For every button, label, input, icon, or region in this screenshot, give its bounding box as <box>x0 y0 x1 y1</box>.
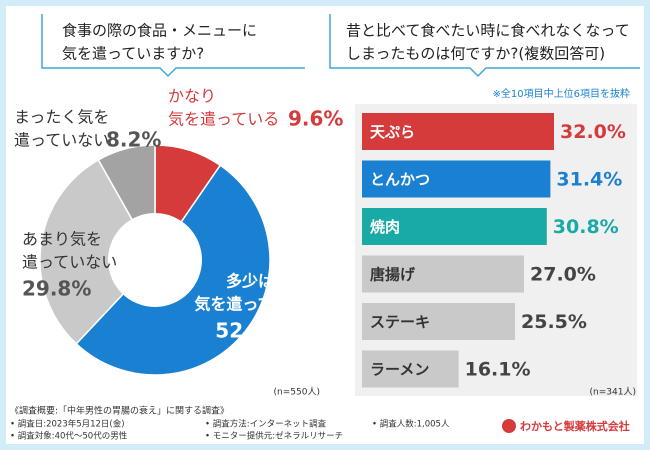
title-box <box>329 14 640 78</box>
bar <box>362 350 459 388</box>
logo: わかもと製薬株式会社 <box>520 419 630 433</box>
bar <box>362 208 547 245</box>
chart-title: しまったものは何ですか?(複数回答可) <box>346 45 605 63</box>
bar-label: ラーメン <box>370 361 429 379</box>
value-label: 16.1% <box>465 359 531 381</box>
chart-title: 気を遣っていますか? <box>62 45 204 63</box>
bar-label: 天ぷら <box>370 123 415 141</box>
sample-note: (n=550人) <box>274 387 320 398</box>
value-label: 32.0% <box>560 121 626 143</box>
pie-slice <box>39 158 156 345</box>
sample-note: (n=341人) <box>590 387 636 398</box>
subtitle: ※全10項目中上位6項目を抜粋 <box>493 87 630 100</box>
slice-label: 気を遣っている <box>168 110 279 129</box>
slice-label: 多少は <box>226 272 274 291</box>
logo-mark <box>502 419 516 433</box>
slice-label: 気を遣っている <box>194 295 305 314</box>
slice-label: かなり <box>168 87 216 106</box>
bar <box>362 113 554 150</box>
bar <box>362 303 515 340</box>
bar-panel <box>355 104 637 396</box>
value-label: 27.0% <box>530 264 596 286</box>
title-box <box>41 14 305 78</box>
slice-label: 遣っていない <box>14 131 109 150</box>
footer-item: • 調査方法:インターネット調査 <box>205 419 327 430</box>
slice-label: まったく気を <box>14 108 109 127</box>
slice-label: 遣っていない <box>22 253 117 272</box>
value-label: 30.8% <box>553 216 619 238</box>
donut-hole <box>108 213 202 307</box>
value-label: 8.2% <box>106 128 161 152</box>
bar-label: 唐揚げ <box>370 266 416 284</box>
value-label: 9.6% <box>288 107 343 131</box>
value-label: 52.4% <box>215 319 284 343</box>
bar-label: とんかつ <box>370 171 430 189</box>
chart-title: 食事の際の食品・メニューに <box>62 22 257 40</box>
bar <box>362 160 551 198</box>
bar-label: 焼肉 <box>370 218 400 236</box>
value-label: 25.5% <box>521 311 587 333</box>
slice-label: あまり気を <box>22 230 102 249</box>
bar <box>362 255 524 293</box>
footer-item: • 調査対象:40代～50代の男性 <box>10 431 128 442</box>
bar-label: ステーキ <box>370 313 430 331</box>
footer-item: • モニター提供元:ゼネラルリサーチ <box>205 431 343 442</box>
chart-title: 昔と比べて食べたい時に食べれなくなって <box>346 22 630 40</box>
footer-item: • 調査日:2023年5月12日(金) <box>10 419 125 430</box>
footer-item: • 調査人数:1,005人 <box>372 419 450 430</box>
value-label: 29.8% <box>22 277 91 301</box>
value-label: 31.4% <box>556 169 622 191</box>
footer-heading: 《調査概要:「中年男性の胃腸の衰え」に関する調査》 <box>10 405 229 417</box>
